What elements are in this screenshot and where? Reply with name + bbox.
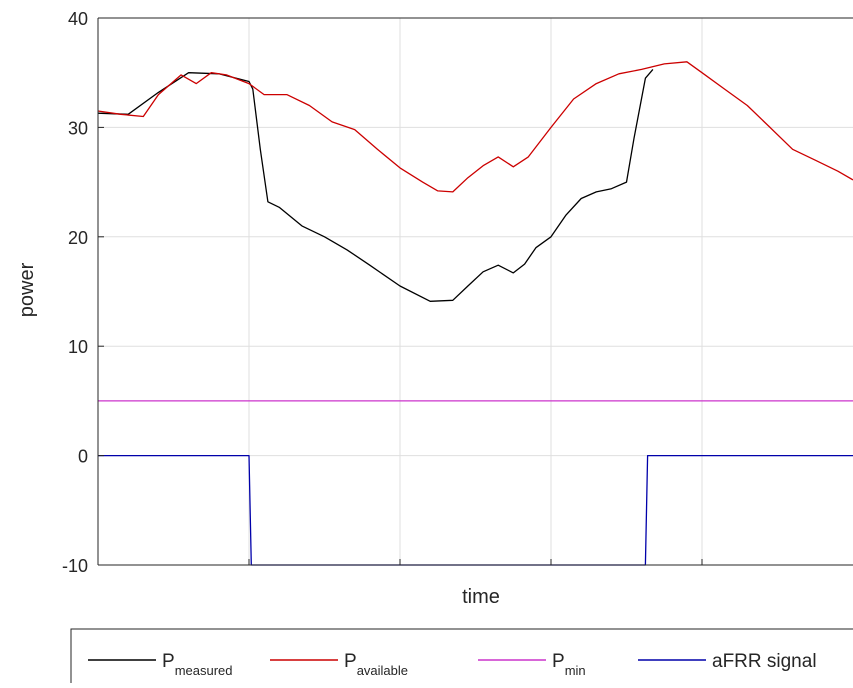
y-axis-label: power <box>16 262 38 317</box>
legend-item-afrr-signal: aFRR signal <box>638 651 817 672</box>
axes: -10 0 10 20 30 40 <box>62 9 853 576</box>
y-tick-label: 40 <box>68 9 88 29</box>
legend-label-subscript: available <box>357 663 408 678</box>
y-tick-label: 10 <box>68 337 88 357</box>
y-tick-label: -10 <box>62 556 88 576</box>
series-line-p-available <box>97 61 853 193</box>
x-axis-label: time <box>462 586 500 608</box>
grid <box>98 17 853 566</box>
series-line-p-measured <box>97 68 654 302</box>
legend-label: aFRR signal <box>712 651 817 672</box>
legend-label-subscript: measured <box>175 663 233 678</box>
legend: Pmeasured Pavailable Pmin aFRR signal <box>70 628 853 688</box>
y-tick-label: 20 <box>68 228 88 248</box>
y-tick-label: 0 <box>78 447 88 467</box>
legend-box <box>70 628 853 688</box>
y-tick-label: 30 <box>68 118 88 138</box>
legend-label-subscript: min <box>565 663 586 678</box>
plot-area <box>98 18 853 565</box>
